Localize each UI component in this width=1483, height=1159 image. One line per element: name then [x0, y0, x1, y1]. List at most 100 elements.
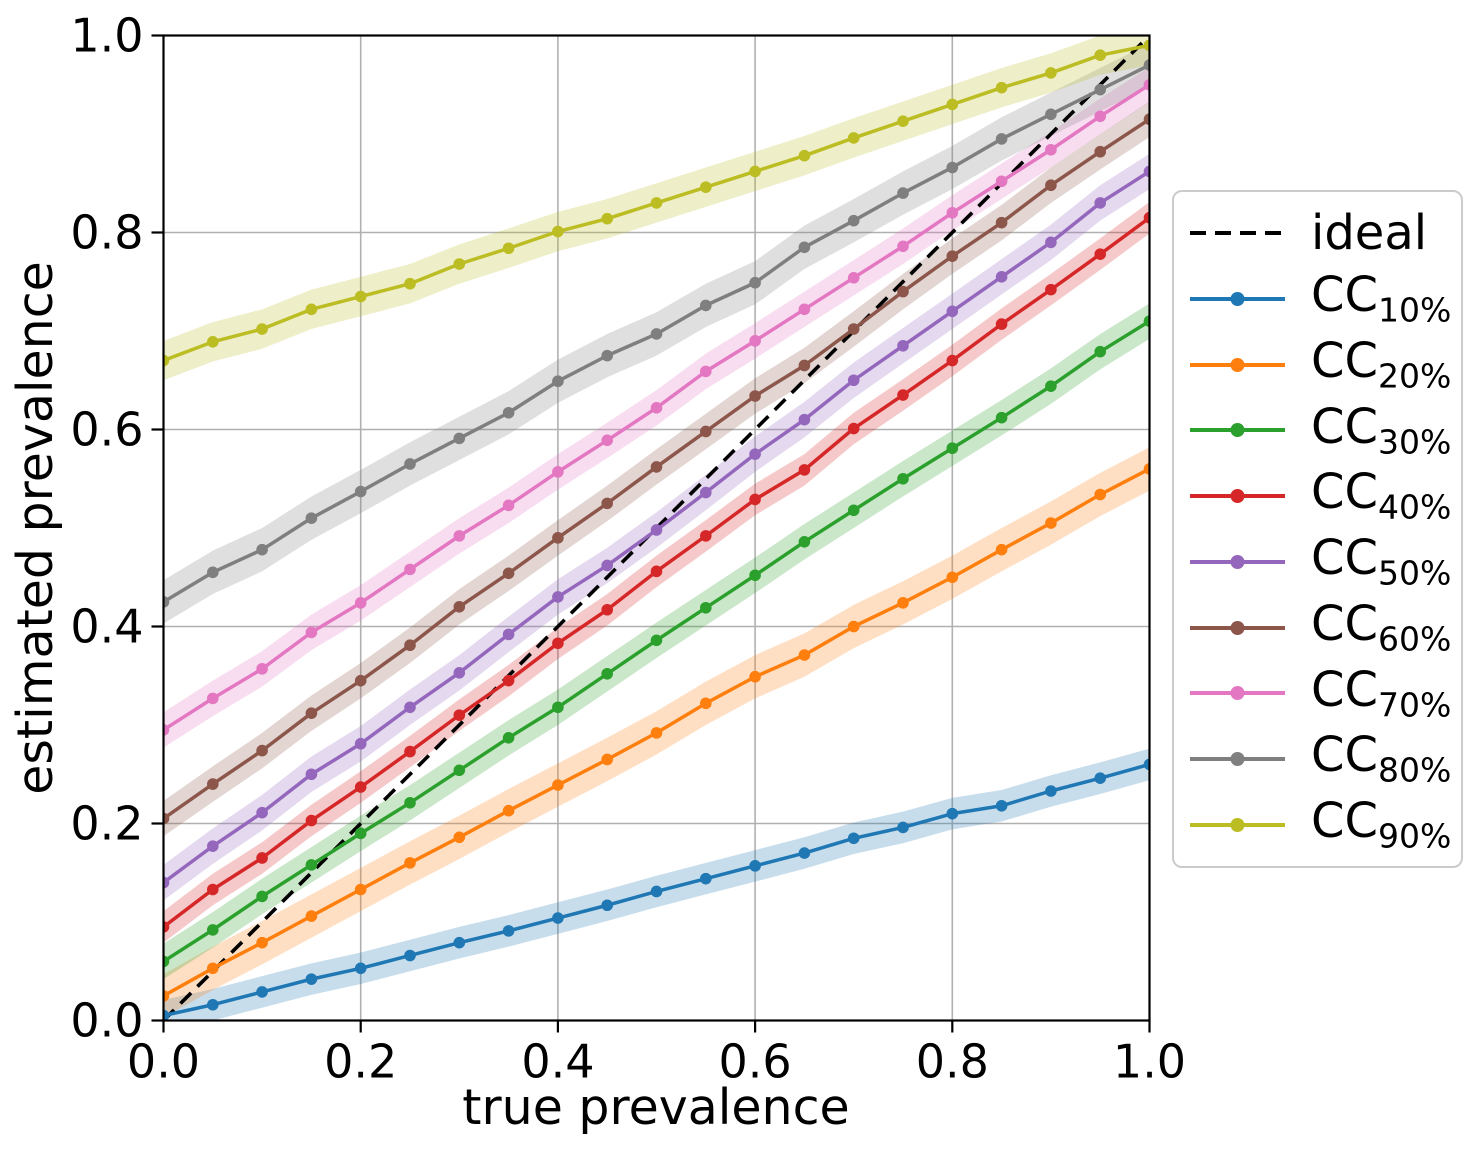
- data-point-marker: [946, 250, 959, 262]
- data-point-marker: [552, 466, 564, 478]
- data-point-marker: [749, 448, 761, 460]
- data-point-marker: [453, 764, 466, 777]
- data-point-marker: [163, 1009, 170, 1021]
- data-point-marker: [552, 375, 564, 388]
- data-point-marker: [601, 753, 613, 766]
- data-point-marker: [946, 305, 959, 318]
- tick-layer: 0.00.0 0.2 0.2 0.4 0.4 0.6 0.6 0.8 0.8 1.0 1.0: [70, 9, 1186, 1089]
- legend: ideal CC10% CC20% CC30% CC40% CC50% CC60% CC70%…: [1172, 190, 1463, 868]
- data-point-marker: [1143, 758, 1150, 771]
- legend-item-cc-40: CC40%: [1190, 468, 1453, 524]
- data-point-marker: [847, 132, 860, 144]
- legend-sample-cc-10-icon: [1190, 291, 1285, 306]
- data-point-marker: [798, 303, 811, 316]
- data-point-marker: [1094, 345, 1106, 358]
- data-point-marker: [256, 744, 268, 757]
- data-point-marker: [995, 543, 1008, 556]
- data-point-marker: [1143, 315, 1150, 327]
- data-point-marker: [847, 374, 860, 387]
- data-point-marker: [404, 639, 416, 652]
- data-point-marker: [1143, 78, 1150, 91]
- x-tick-label: 1.0: [1113, 1035, 1186, 1089]
- data-point-marker: [897, 187, 909, 199]
- legend-sample-cc-20-icon: [1190, 357, 1285, 372]
- data-point-marker: [453, 666, 466, 679]
- data-point-marker: [552, 637, 564, 650]
- data-point-marker: [847, 832, 860, 845]
- x-tick-label: 0.8: [916, 1035, 989, 1089]
- data-point-marker: [552, 912, 564, 924]
- data-point-marker: [601, 434, 613, 447]
- legend-item-cc-60: CC60%: [1190, 600, 1453, 655]
- data-point-marker: [1094, 248, 1106, 260]
- data-point-marker: [305, 626, 318, 639]
- data-point-marker: [995, 133, 1008, 145]
- data-point-marker: [552, 225, 564, 238]
- data-point-marker: [798, 464, 811, 476]
- data-point-marker: [601, 899, 613, 912]
- data-point-marker: [256, 986, 268, 998]
- data-point-marker: [650, 565, 663, 578]
- data-point-marker: [163, 354, 170, 367]
- data-point-marker: [1094, 83, 1106, 96]
- legend-sample-ideal-icon: [1190, 231, 1285, 235]
- legend-item-cc-50: CC50%: [1190, 530, 1453, 593]
- data-point-marker: [256, 936, 268, 949]
- data-point-marker: [601, 559, 613, 572]
- data-point-marker: [897, 597, 909, 609]
- data-point-marker: [847, 272, 860, 284]
- legend-sample-cc-60-icon: [1190, 620, 1285, 635]
- data-point-marker: [1094, 110, 1106, 123]
- data-point-marker: [749, 276, 761, 289]
- series-cc-30: [163, 315, 1150, 968]
- data-point-marker: [601, 603, 613, 616]
- data-point-marker: [995, 81, 1008, 94]
- data-point-marker: [256, 852, 268, 864]
- legend-item-cc-80: CC80%: [1190, 732, 1453, 787]
- data-point-marker: [601, 667, 613, 680]
- data-point-marker: [163, 990, 170, 1002]
- data-point-marker: [1045, 143, 1057, 156]
- data-point-marker: [163, 955, 170, 968]
- data-point-marker: [305, 973, 318, 985]
- data-point-marker: [995, 411, 1008, 424]
- series-cc-20: [163, 463, 1150, 1002]
- data-point-marker: [798, 535, 811, 548]
- plot-frame: [162, 34, 1151, 1022]
- legend-item-cc-70: CC70%: [1190, 666, 1453, 721]
- data-point-marker: [897, 240, 909, 253]
- series-cc-10: [163, 758, 1150, 1021]
- legend-item-cc-10: CC10%: [1190, 271, 1453, 327]
- data-point-marker: [1143, 463, 1150, 475]
- series-cc-50: [163, 165, 1150, 889]
- data-point-marker: [995, 799, 1008, 812]
- data-point-marker: [305, 768, 318, 781]
- data-point-marker: [163, 596, 170, 608]
- data-point-marker: [354, 737, 367, 750]
- data-point-marker: [1045, 380, 1057, 392]
- data-point-marker: [847, 214, 860, 227]
- data-point-marker: [354, 827, 367, 840]
- data-point-marker: [897, 472, 909, 485]
- data-point-marker: [453, 258, 466, 270]
- legend-sample-cc-90-icon: [1190, 817, 1285, 832]
- data-point-marker: [305, 910, 318, 922]
- data-point-marker: [305, 814, 318, 827]
- y-axis-label: estimated prevalence: [7, 261, 64, 795]
- data-point-marker: [650, 328, 663, 340]
- y-tick-label: 0.4: [70, 600, 143, 654]
- data-point-marker: [650, 524, 663, 536]
- data-point-marker: [897, 821, 909, 834]
- data-point-marker: [404, 857, 416, 869]
- data-point-marker: [1045, 517, 1057, 529]
- data-point-marker: [1094, 49, 1106, 61]
- legend-label-cc-50: CC50%: [1311, 530, 1452, 593]
- data-point-marker: [700, 181, 712, 193]
- data-point-marker: [1045, 283, 1057, 296]
- series-cc-90: [163, 39, 1150, 367]
- data-point-marker: [404, 458, 416, 470]
- data-point-marker: [700, 697, 712, 710]
- data-point-marker: [847, 620, 860, 633]
